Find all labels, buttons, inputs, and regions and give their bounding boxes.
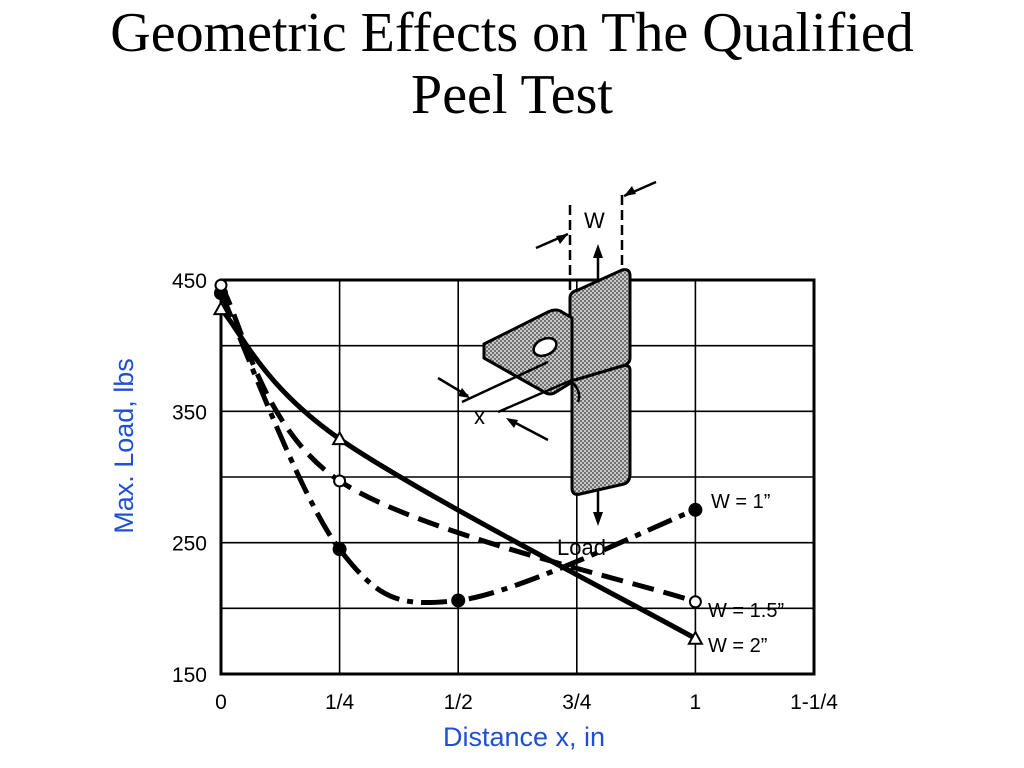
x-tick-label: 1 [690,691,702,714]
specimen-bolt-hole [532,336,558,358]
x-tick-label: 0 [215,691,227,714]
tick-labels: 0 1/4 1/2 3/4 1 1-1/4 150 250 350 450 [172,270,838,714]
width-arrowhead-left [556,234,568,244]
series-line-2 [219,307,697,641]
x-extension-2 [497,378,573,414]
y-tick-label: 350 [172,401,207,424]
data-point-w2 [331,430,348,446]
width-label: W [584,208,605,233]
load-arrow-down-head [593,512,603,526]
x-label: x [474,404,485,429]
load-label: Load [557,535,606,560]
plot-frame [219,278,816,676]
series-line-1 [218,283,697,605]
slide-title: Geometric Effects on The Qualified Peel … [0,2,1024,126]
x-tick-label: 1/2 [444,691,473,714]
x-arrowhead-right [506,418,518,428]
data-point-w1 [451,593,466,608]
specimen-lower-leg [570,364,632,496]
legend-label-w1: W = 1” [711,491,770,513]
series-line-0 [218,292,697,606]
peel-specimen-diagram: W Load x [437,180,657,560]
slide-title-line-1: Geometric Effects on The Qualified [110,2,914,64]
y-tick-label: 450 [172,270,207,293]
x-arrowhead-left [458,388,470,398]
data-point-w2 [212,300,230,316]
load-arrow-up-head [593,244,603,258]
data-point-w2 [687,629,704,645]
y-tick-label: 150 [172,664,207,687]
x-tick-label: 1-1/4 [790,691,838,714]
legend-label-w2: W = 2” [708,635,767,657]
x-tick-label: 3/4 [562,691,592,714]
data-point-w1 [332,542,347,557]
x-axis-label: Distance x, in [443,722,605,752]
data-point-w15 [333,474,347,488]
specimen-bend [571,381,581,403]
width-arrowhead-right [624,186,636,196]
x-tick-label: 1/4 [325,691,355,714]
data-point-w15 [214,278,228,292]
y-axis-label: Max. Load, lbs [109,358,139,534]
series-lines [218,283,697,641]
y-tick-label: 250 [172,533,207,556]
specimen-flange-edge [482,344,545,394]
slide-title-line-2: Peel Test [411,64,613,126]
plot-border [219,278,816,676]
data-point-w15 [688,595,702,609]
data-point-w1 [688,502,703,517]
specimen-upper-leg [568,268,632,382]
legend-label-w15: W = 1.5” [708,600,784,622]
series-markers [212,278,704,645]
x-extension-1 [461,360,549,404]
